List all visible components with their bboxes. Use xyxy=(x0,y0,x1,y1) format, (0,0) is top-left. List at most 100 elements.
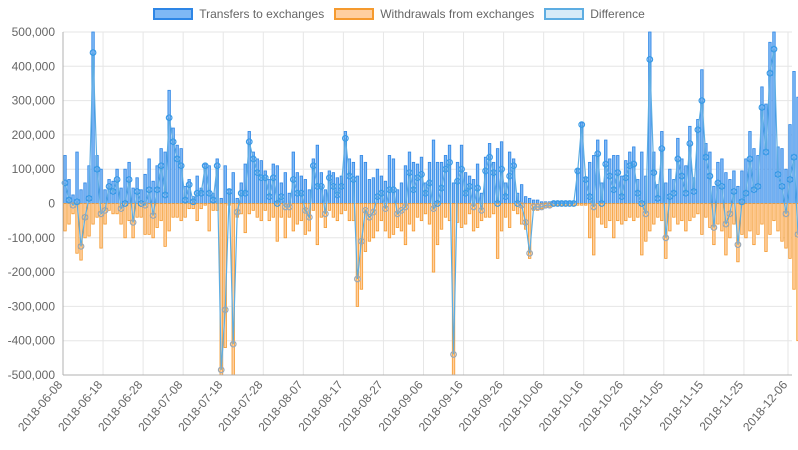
withdrawals-bar xyxy=(685,204,687,231)
withdrawals-bar xyxy=(332,204,334,218)
withdrawals-bar xyxy=(609,204,611,221)
withdrawals-bar xyxy=(641,204,643,255)
withdrawals-bar xyxy=(793,204,795,290)
withdrawals-bar xyxy=(136,204,138,218)
y-tick-label: 100,000 xyxy=(12,162,56,176)
y-tick-label: 300,000 xyxy=(12,94,56,108)
withdrawals-bar xyxy=(464,204,466,225)
withdrawals-bar xyxy=(592,204,594,255)
withdrawals-bar xyxy=(272,204,274,218)
y-tick-label: -100,000 xyxy=(8,231,56,245)
withdrawals-bar xyxy=(188,204,190,209)
transfers-bar xyxy=(220,198,222,203)
withdrawals-bar xyxy=(769,204,771,235)
withdrawals-bar xyxy=(753,204,755,245)
withdrawals-bar xyxy=(248,204,250,214)
transfers-bar xyxy=(380,176,382,203)
withdrawals-bar xyxy=(468,204,470,214)
transfers-bar xyxy=(412,162,414,203)
withdrawals-bar xyxy=(673,204,675,218)
withdrawals-bar xyxy=(88,204,90,237)
transfers-bar xyxy=(536,200,538,203)
withdrawals-bar xyxy=(276,204,278,242)
transfers-bar xyxy=(232,173,234,204)
transfers-bar xyxy=(168,90,170,203)
withdrawals-bar xyxy=(432,204,434,273)
transfers-bar xyxy=(641,152,643,203)
transfers-bar xyxy=(613,155,615,203)
withdrawals-bar xyxy=(148,204,150,235)
difference-line xyxy=(65,49,798,370)
withdrawals-bar xyxy=(721,204,723,231)
transfers-bar xyxy=(152,181,154,203)
withdrawals-bar xyxy=(621,204,623,225)
transfers-bar xyxy=(532,200,534,203)
transfers-bar xyxy=(436,162,438,203)
transfers-bar xyxy=(316,145,318,203)
withdrawals-bar xyxy=(500,204,502,231)
transfers-bar xyxy=(236,198,238,203)
transfers-bar xyxy=(84,183,86,204)
withdrawals-bar xyxy=(284,204,286,238)
withdrawals-bar xyxy=(96,204,98,218)
withdrawals-bar xyxy=(252,204,254,211)
withdrawals-bar xyxy=(208,204,210,231)
withdrawals-bar xyxy=(717,204,719,225)
transfers-bar xyxy=(368,179,370,203)
transfers-bar xyxy=(725,173,727,204)
withdrawals-bar xyxy=(701,204,703,235)
withdrawals-bar xyxy=(268,204,270,221)
withdrawals-bar xyxy=(392,204,394,235)
transfers-bar xyxy=(432,140,434,203)
withdrawals-bar xyxy=(761,204,763,225)
withdrawals-bar xyxy=(657,204,659,218)
withdrawals-bar xyxy=(629,204,631,218)
withdrawals-bar xyxy=(184,204,186,218)
transfers-bar xyxy=(304,179,306,203)
withdrawals-bar xyxy=(637,204,639,218)
withdrawals-bar xyxy=(661,204,663,221)
withdrawals-bar xyxy=(460,204,462,228)
withdrawals-bar xyxy=(300,204,302,221)
y-tick-label: -300,000 xyxy=(8,299,56,313)
withdrawals-bar xyxy=(348,204,350,221)
withdrawals-bar xyxy=(160,204,162,221)
transfers-bar xyxy=(753,149,755,204)
withdrawals-bar xyxy=(596,204,598,218)
withdrawals-bar xyxy=(444,204,446,218)
withdrawals-bar xyxy=(777,204,779,231)
withdrawals-bar xyxy=(508,204,510,228)
transfers-bars xyxy=(64,32,798,204)
transfers-bar xyxy=(649,32,651,204)
withdrawals-bar xyxy=(613,204,615,238)
transfers-bar xyxy=(701,70,703,204)
withdrawals-bar xyxy=(697,204,699,214)
withdrawals-bar xyxy=(340,204,342,214)
withdrawals-bar xyxy=(164,204,166,247)
withdrawals-bar xyxy=(380,204,382,221)
withdrawals-bar xyxy=(168,204,170,231)
withdrawals-bar xyxy=(312,204,314,211)
withdrawals-bar xyxy=(264,204,266,211)
withdrawals-bar xyxy=(420,204,422,221)
withdrawals-bar xyxy=(256,204,258,218)
transfers-bar xyxy=(264,171,266,204)
withdrawals-bar xyxy=(328,204,330,211)
transfers-bar xyxy=(64,155,66,203)
withdrawals-bar xyxy=(653,204,655,225)
y-tick-label: 200,000 xyxy=(12,128,56,142)
withdrawals-bar xyxy=(496,204,498,259)
withdrawals-bar xyxy=(605,204,607,228)
withdrawals-bar xyxy=(128,204,130,221)
transfers-bar xyxy=(292,152,294,203)
withdrawals-bars xyxy=(64,204,798,376)
transfers-bar xyxy=(476,164,478,203)
transfers-bar xyxy=(512,159,514,204)
withdrawals-bar xyxy=(428,204,430,225)
withdrawals-bar xyxy=(580,204,582,206)
transfers-bar xyxy=(396,190,398,204)
withdrawals-bar xyxy=(617,204,619,221)
withdrawals-bar xyxy=(649,204,651,231)
withdrawals-bar xyxy=(749,204,751,231)
